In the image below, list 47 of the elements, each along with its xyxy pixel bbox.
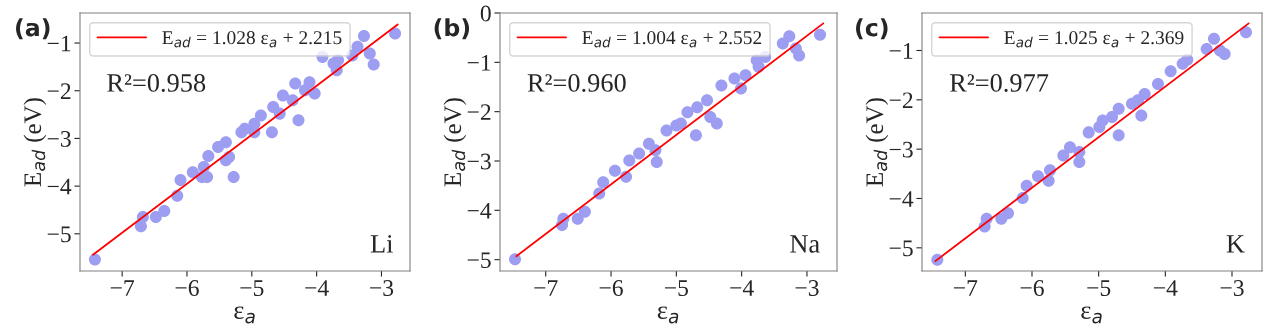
y-tick-label: −2 xyxy=(889,92,913,109)
y-tick-label: −4 xyxy=(467,202,492,219)
y-tick-label: 0 xyxy=(480,5,491,22)
y-axis-title: E$_{ad}$ (eV) xyxy=(865,98,889,187)
y-tick-label: −3 xyxy=(889,141,913,158)
annotation: R²=0.958 xyxy=(107,74,206,92)
x-tick-label: −3 xyxy=(370,280,394,296)
legend-label: E$_{ad}$ = 1.004 ε$_{a}$ + 2.552 xyxy=(582,31,762,48)
x-tick-label: −6 xyxy=(599,280,623,296)
y-tick-label: −1 xyxy=(467,54,491,71)
annotation: R²=0.960 xyxy=(527,74,626,92)
y-axis-title: E$_{ad}$ (eV) xyxy=(23,98,47,187)
x-tick-label: −7 xyxy=(953,280,978,296)
x-axis-title: ε$_{a}$ xyxy=(657,306,679,324)
x-tick-label: −5 xyxy=(664,280,688,296)
y-tick-label: −2 xyxy=(467,104,491,120)
x-tick-label: −7 xyxy=(110,280,135,296)
y-tick-label: −3 xyxy=(47,130,71,147)
x-tick-label: −3 xyxy=(795,280,819,296)
y-tick-label: −1 xyxy=(889,43,913,59)
annotation: Na xyxy=(790,235,820,253)
y-tick-label: −4 xyxy=(47,178,72,195)
legend-label: E$_{ad}$ = 1.025 ε$_{a}$ + 2.369 xyxy=(1004,31,1184,48)
x-axis-title: ε$_{a}$ xyxy=(234,306,255,324)
annotation: K xyxy=(1226,235,1245,253)
x-tick-label: −4 xyxy=(730,280,754,296)
x-tick-label: −4 xyxy=(1153,280,1178,296)
y-axis-title: E$_{ad}$ (eV) xyxy=(443,98,467,187)
x-tick-label: −7 xyxy=(534,280,558,296)
x-tick-label: −4 xyxy=(305,280,329,296)
annotation: R²=0.977 xyxy=(949,74,1049,92)
x-tick-label: −6 xyxy=(175,280,199,296)
x-tick-label: −6 xyxy=(1020,280,1044,296)
y-tick-label: −2 xyxy=(47,83,71,99)
x-tick-label: −5 xyxy=(1087,280,1111,296)
chart-title: (b) xyxy=(434,18,470,40)
legend-label: E$_{ad}$ = 1.028 ε$_{a}$ + 2.215 xyxy=(162,31,342,48)
x-tick-label: −5 xyxy=(240,280,264,296)
y-tick-label: −5 xyxy=(467,252,491,269)
x-tick-label: −3 xyxy=(1220,280,1244,296)
x-axis-title: ε$_{a}$ xyxy=(1081,306,1102,324)
annotation: Li xyxy=(370,235,393,253)
chart-title: (c) xyxy=(856,18,888,40)
y-tick-label: −5 xyxy=(47,226,71,243)
y-tick-label: −5 xyxy=(889,240,913,257)
y-tick-label: −3 xyxy=(467,153,491,170)
y-tick-label: −4 xyxy=(889,191,914,207)
